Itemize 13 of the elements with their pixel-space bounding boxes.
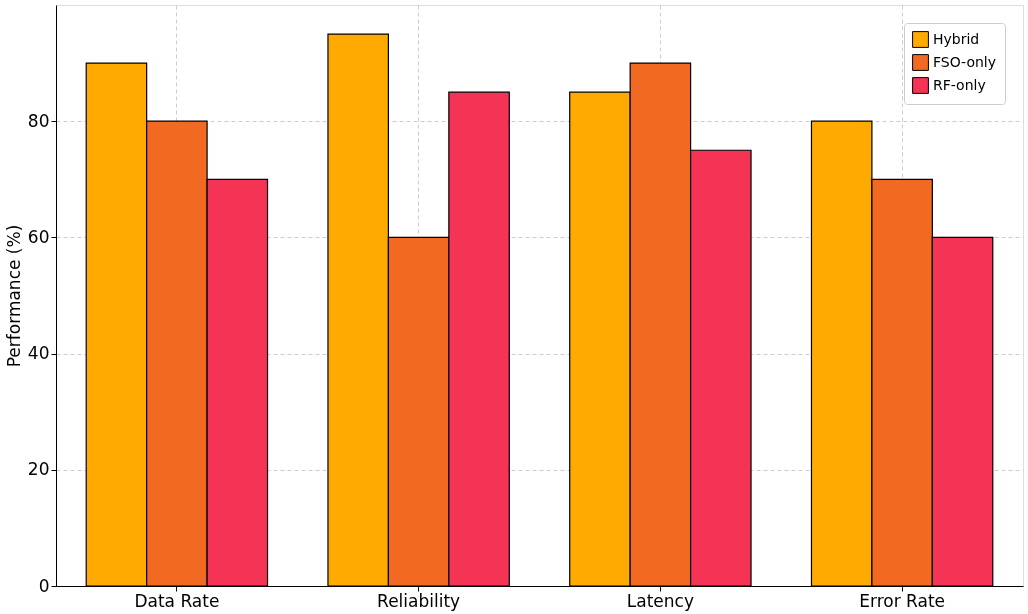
y-tick-label: 40 [27,343,50,364]
y-tick-label: 20 [27,459,50,480]
legend-label: FSO-only [933,53,997,70]
legend-label: Hybrid [933,30,980,47]
x-tick-label: Reliability [377,590,461,611]
y-tick-label: 60 [27,226,50,247]
x-tick-label: Error Rate [859,590,946,611]
y-axis-title: Performance (%) [3,224,24,368]
legend-label: RF-only [933,76,986,93]
x-tick-label: Data Rate [134,590,220,611]
y-tick-label: 0 [38,575,50,596]
y-tick-label: 80 [27,110,50,131]
x-tick-label: Latency [626,590,694,611]
